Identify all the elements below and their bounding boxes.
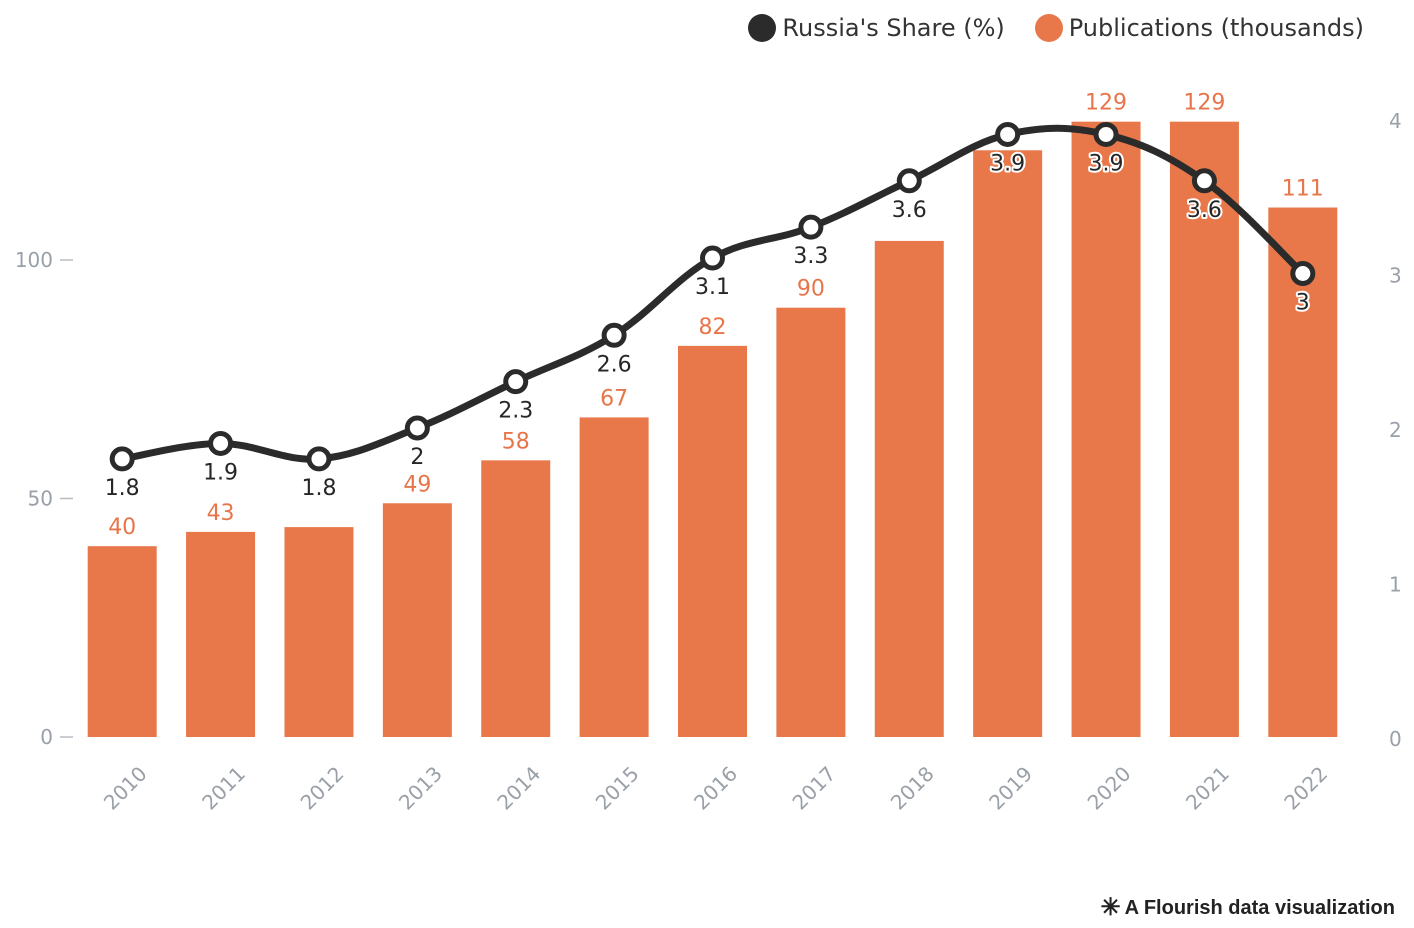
share-point[interactable]	[601, 322, 627, 348]
bar[interactable]	[1268, 207, 1338, 737]
x-axis-tick-label: 2012	[296, 762, 349, 815]
bar[interactable]	[382, 503, 452, 737]
x-axis-tick-label: 2011	[197, 762, 250, 815]
share-value-label: 2.3	[498, 399, 533, 424]
bar[interactable]	[284, 527, 354, 737]
share-point[interactable]	[995, 121, 1021, 147]
x-axis-tick-label: 2015	[591, 762, 644, 815]
share-point[interactable]	[109, 446, 135, 472]
right-axis-tick-label: 4	[1389, 109, 1402, 133]
share-value-label: 3.9	[990, 151, 1025, 176]
x-axis-tick-label: 2014	[492, 762, 545, 815]
bar[interactable]	[481, 460, 551, 737]
bar-value-label: 111	[1282, 177, 1324, 202]
bar[interactable]	[1071, 121, 1141, 738]
share-value-label: 1.9	[203, 460, 238, 485]
share-value-label: 2	[410, 445, 424, 470]
share-point[interactable]	[306, 446, 332, 472]
bar-value-label: 129	[1183, 91, 1225, 116]
legend-item-share[interactable]: Russia's Share (%)	[748, 14, 1005, 42]
share-point[interactable]	[1093, 121, 1119, 147]
share-point[interactable]	[503, 369, 529, 395]
x-axis-tick-label: 2022	[1279, 762, 1332, 815]
share-value-label: 2.6	[597, 352, 632, 377]
bar[interactable]	[874, 240, 944, 738]
legend-swatch-publications	[1034, 14, 1063, 42]
share-point[interactable]	[896, 168, 922, 194]
bar-value-label: 129	[1085, 91, 1127, 116]
bar[interactable]	[1169, 121, 1239, 738]
bar-value-label: 67	[600, 386, 628, 411]
x-axis-tick-label: 2019	[984, 762, 1037, 815]
bar[interactable]	[579, 417, 649, 737]
share-value-label: 1.8	[105, 476, 140, 501]
asterisk-icon: ✳	[1100, 894, 1121, 921]
share-point[interactable]	[404, 415, 430, 441]
bar[interactable]	[87, 546, 157, 737]
share-point[interactable]	[1290, 261, 1316, 286]
legend-swatch-share	[748, 14, 777, 42]
bar-value-label: 40	[108, 515, 136, 540]
chart-legend: Russia's Share (%) Publications (thousan…	[718, 14, 1364, 42]
right-axis-tick-label: 1	[1389, 573, 1402, 597]
share-value-label: 3.1	[695, 275, 730, 300]
left-axis-tick-label: 100	[15, 248, 53, 272]
left-axis-tick-label: 50	[28, 487, 53, 511]
share-point[interactable]	[700, 245, 725, 271]
right-axis-tick-label: 3	[1389, 264, 1402, 288]
share-value-label: 3.6	[892, 198, 927, 223]
legend-label-share: Russia's Share (%)	[782, 14, 1005, 42]
share-value-label: 3	[1296, 291, 1310, 316]
share-value-label: 3.3	[793, 244, 828, 269]
bar-value-label: 90	[797, 277, 825, 302]
x-axis-tick-label: 2017	[787, 762, 840, 815]
right-axis-tick-label: 0	[1389, 727, 1402, 751]
bar[interactable]	[678, 345, 747, 737]
x-axis-tick-label: 2020	[1083, 762, 1136, 815]
x-axis-tick-label: 2018	[886, 762, 939, 815]
flourish-credit[interactable]: ✳ A Flourish data visualization	[1100, 896, 1395, 920]
bar[interactable]	[776, 307, 846, 737]
legend-label-publications: Publications (thousands)	[1068, 14, 1364, 42]
x-axis-tick-label: 2010	[99, 762, 152, 815]
share-point[interactable]	[1191, 168, 1217, 194]
share-value-label: 1.8	[301, 476, 336, 501]
bar-value-label: 58	[502, 429, 530, 454]
bar-value-label: 82	[699, 315, 727, 340]
bar[interactable]	[186, 531, 256, 737]
x-axis-tick-label: 2016	[689, 762, 742, 815]
share-value-label: 3.9	[1089, 151, 1124, 176]
credit-text: A Flourish data visualization	[1124, 896, 1395, 919]
bar-value-label: 43	[207, 501, 235, 526]
left-axis-tick-label: 0	[40, 725, 53, 749]
x-axis-tick-label: 2013	[394, 762, 447, 815]
x-axis-tick-label: 2021	[1181, 762, 1234, 815]
right-axis-tick-label: 2	[1389, 418, 1402, 442]
share-point[interactable]	[798, 214, 824, 240]
share-point[interactable]	[208, 430, 234, 456]
bar[interactable]	[973, 150, 1043, 738]
bar-value-label: 49	[403, 472, 431, 497]
legend-item-publications[interactable]: Publications (thousands)	[1034, 14, 1364, 42]
share-value-label: 3.6	[1187, 198, 1222, 223]
